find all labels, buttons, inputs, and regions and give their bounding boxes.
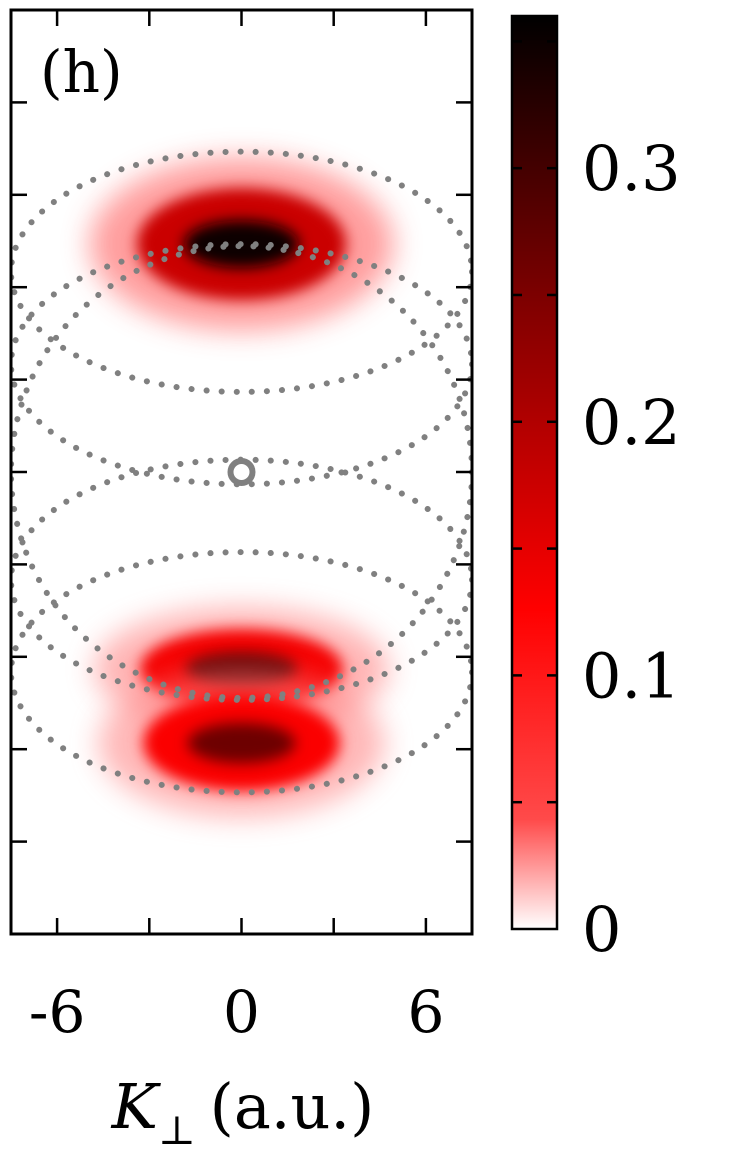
x-axis-label-subscript: ⊥ xyxy=(158,1108,196,1154)
colorbar-tick-label: 0 xyxy=(582,893,621,966)
colorbar-ticks xyxy=(512,40,557,804)
panel-label: (h) xyxy=(40,38,123,106)
lobe-core-lower-outer xyxy=(187,722,296,764)
x-tick-label: 0 xyxy=(223,978,260,1046)
colorbar-tick-labels: 0 0.1 0.2 0.3 xyxy=(582,132,681,966)
colorbar-gradient xyxy=(512,16,557,929)
plot-area xyxy=(11,10,472,934)
intensity-lobes xyxy=(89,157,394,817)
dotted-circle-4 xyxy=(11,148,472,395)
plot-ticks xyxy=(11,10,472,934)
colorbar-tick-label: 0.3 xyxy=(582,132,681,205)
x-tick-labels: -6 0 6 xyxy=(29,978,445,1046)
x-axis-label: K⊥ (a.u.) xyxy=(111,1070,375,1154)
x-tick-label: -6 xyxy=(29,978,86,1046)
colorbar-frame xyxy=(510,14,559,931)
x-tick-label: 6 xyxy=(407,978,444,1046)
x-axis-label-symbol: K xyxy=(111,1070,162,1143)
dotted-circle-2 xyxy=(11,241,472,488)
center-marker xyxy=(227,458,256,486)
x-axis-label-units: (a.u.) xyxy=(210,1070,375,1143)
colorbar-tick-label: 0.2 xyxy=(582,386,681,459)
colorbar-tick-label: 0.1 xyxy=(582,639,681,712)
dotted-circle-5 xyxy=(11,549,472,796)
